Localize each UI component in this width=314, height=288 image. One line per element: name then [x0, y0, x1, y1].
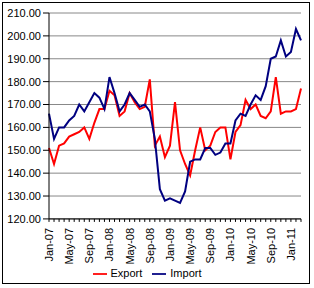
svg-text:Sep-10: Sep-10	[265, 228, 277, 263]
svg-text:200.00: 200.00	[8, 30, 41, 42]
svg-text:190.00: 190.00	[8, 53, 41, 65]
html-text:Import: Import	[170, 266, 202, 279]
svg-text:Sep-09: Sep-09	[204, 228, 216, 263]
svg-text:Jan-10: Jan-10	[224, 228, 236, 262]
svg-text:Jan-11: Jan-11	[285, 228, 297, 261]
svg-text:May-09: May-09	[184, 228, 196, 265]
svg-text:Sep-08: Sep-08	[144, 228, 156, 263]
svg-text:140.00: 140.00	[8, 167, 41, 179]
svg-text:210.00: 210.00	[8, 7, 41, 19]
svg-text:Jan-09: Jan-09	[164, 228, 176, 262]
svg-text:160.00: 160.00	[8, 121, 41, 133]
svg-text:120.00: 120.00	[8, 213, 41, 225]
svg-text:170.00: 170.00	[8, 98, 41, 110]
svg-text:Jan-08: Jan-08	[103, 228, 115, 262]
svg-text:May-08: May-08	[124, 228, 136, 265]
svg-text:Sep-07: Sep-07	[83, 228, 95, 263]
html-text:Export: Export	[110, 266, 143, 279]
svg-text:Jan-07: Jan-07	[43, 228, 55, 262]
svg-text:180.00: 180.00	[8, 76, 41, 88]
svg-text:150.00: 150.00	[8, 144, 41, 156]
svg-text:May-07: May-07	[63, 228, 75, 265]
svg-text:May-10: May-10	[245, 228, 257, 265]
svg-text:130.00: 130.00	[8, 190, 41, 202]
